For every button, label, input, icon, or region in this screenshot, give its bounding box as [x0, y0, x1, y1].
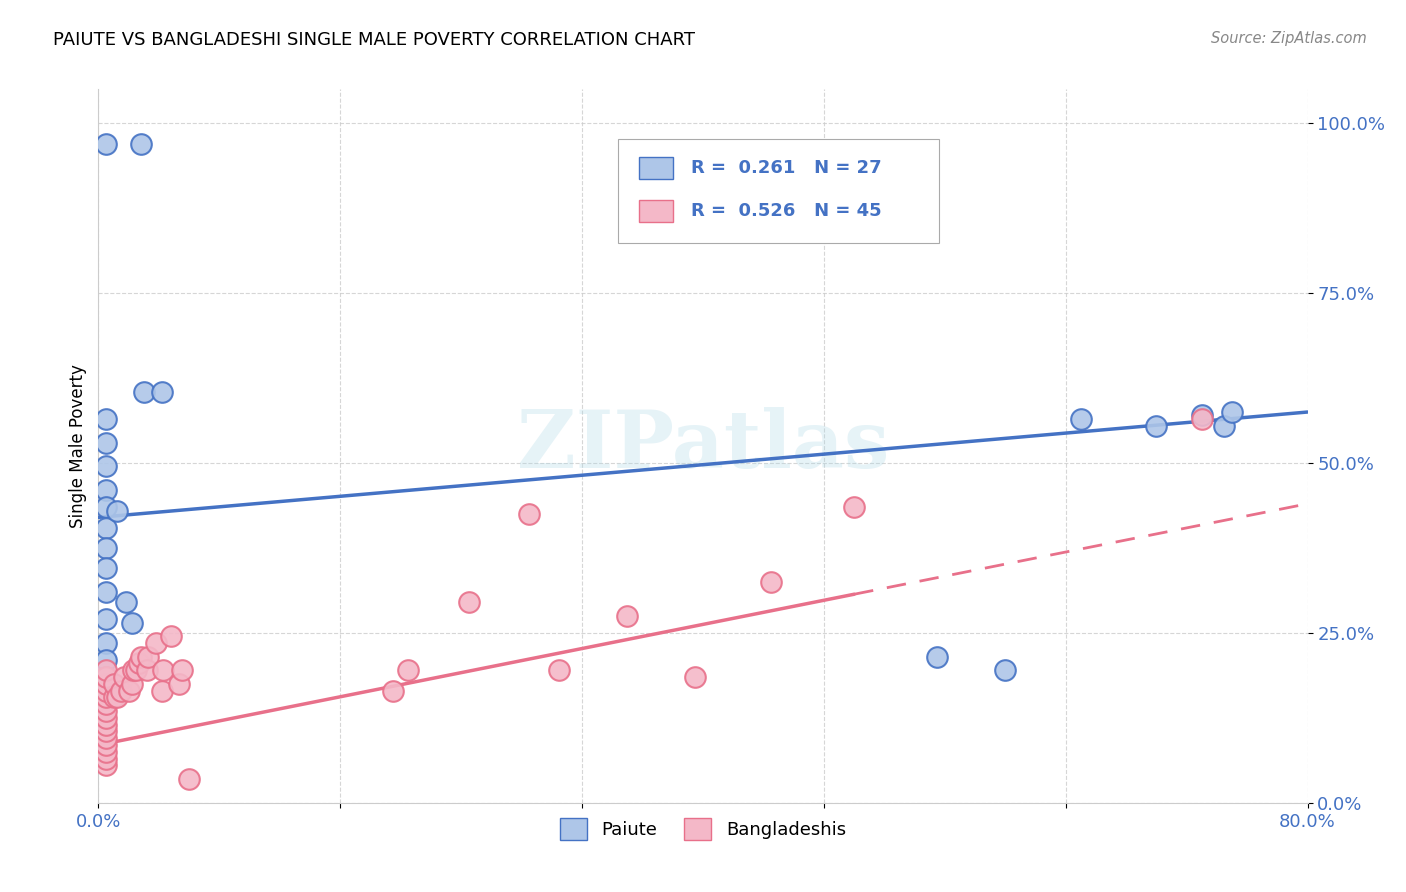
Text: ZIPatlas: ZIPatlas — [517, 407, 889, 485]
Point — [112, 670, 135, 684]
Point — [94, 612, 117, 626]
Text: PAIUTE VS BANGLADESHI SINGLE MALE POVERTY CORRELATION CHART: PAIUTE VS BANGLADESHI SINGLE MALE POVERT… — [53, 31, 696, 49]
Point — [125, 663, 148, 677]
Point — [94, 704, 117, 718]
Point — [103, 677, 125, 691]
Point — [94, 677, 117, 691]
Point — [616, 608, 638, 623]
Point — [103, 690, 125, 705]
Point — [94, 653, 117, 667]
Point — [129, 649, 152, 664]
Point — [994, 663, 1017, 677]
Point — [94, 541, 117, 555]
Point — [114, 595, 136, 609]
Point — [94, 731, 117, 746]
Point — [94, 711, 117, 725]
Y-axis label: Single Male Poverty: Single Male Poverty — [69, 364, 87, 528]
Point — [94, 690, 117, 705]
Text: R =  0.526   N = 45: R = 0.526 N = 45 — [690, 202, 882, 219]
Point — [105, 503, 128, 517]
Point — [94, 136, 117, 151]
Point — [94, 670, 117, 684]
Point — [382, 683, 405, 698]
Point — [152, 663, 174, 677]
Text: Source: ZipAtlas.com: Source: ZipAtlas.com — [1211, 31, 1367, 46]
Point — [844, 500, 866, 515]
Point — [457, 595, 479, 609]
Point — [122, 663, 145, 677]
Point — [1213, 418, 1236, 433]
Point — [94, 745, 117, 759]
Point — [1191, 412, 1213, 426]
Point — [94, 698, 117, 712]
Point — [396, 663, 419, 677]
Point — [121, 615, 143, 630]
Point — [110, 683, 132, 698]
FancyBboxPatch shape — [638, 200, 673, 222]
Point — [94, 663, 117, 677]
Point — [927, 649, 949, 664]
Point — [759, 574, 782, 589]
Point — [179, 772, 201, 786]
Point — [94, 751, 117, 765]
Text: R =  0.261   N = 27: R = 0.261 N = 27 — [690, 160, 882, 178]
Point — [94, 683, 117, 698]
Point — [94, 585, 117, 599]
Point — [94, 500, 117, 515]
Point — [105, 690, 128, 705]
Point — [94, 412, 117, 426]
Point — [517, 507, 540, 521]
Point — [128, 657, 150, 671]
Point — [145, 636, 167, 650]
Point — [685, 670, 707, 684]
Point — [132, 384, 155, 399]
Point — [135, 663, 157, 677]
Point — [170, 663, 193, 677]
Point — [150, 384, 173, 399]
Point — [94, 636, 117, 650]
Point — [94, 758, 117, 772]
Point — [1220, 405, 1243, 419]
Point — [94, 670, 117, 684]
Point — [94, 561, 117, 575]
Legend: Paiute, Bangladeshis: Paiute, Bangladeshis — [553, 811, 853, 847]
FancyBboxPatch shape — [619, 139, 939, 243]
Point — [94, 459, 117, 474]
Point — [167, 677, 190, 691]
Point — [94, 724, 117, 739]
Point — [129, 136, 152, 151]
FancyBboxPatch shape — [638, 157, 673, 179]
Point — [121, 677, 143, 691]
Point — [94, 435, 117, 450]
Point — [150, 683, 173, 698]
Point — [1191, 409, 1213, 423]
Point — [160, 629, 183, 643]
Point — [94, 483, 117, 498]
Point — [94, 738, 117, 752]
Point — [94, 717, 117, 731]
Point — [94, 520, 117, 534]
Point — [548, 663, 571, 677]
Point — [1144, 418, 1167, 433]
Point — [118, 683, 141, 698]
Point — [136, 649, 159, 664]
Point — [1070, 412, 1092, 426]
